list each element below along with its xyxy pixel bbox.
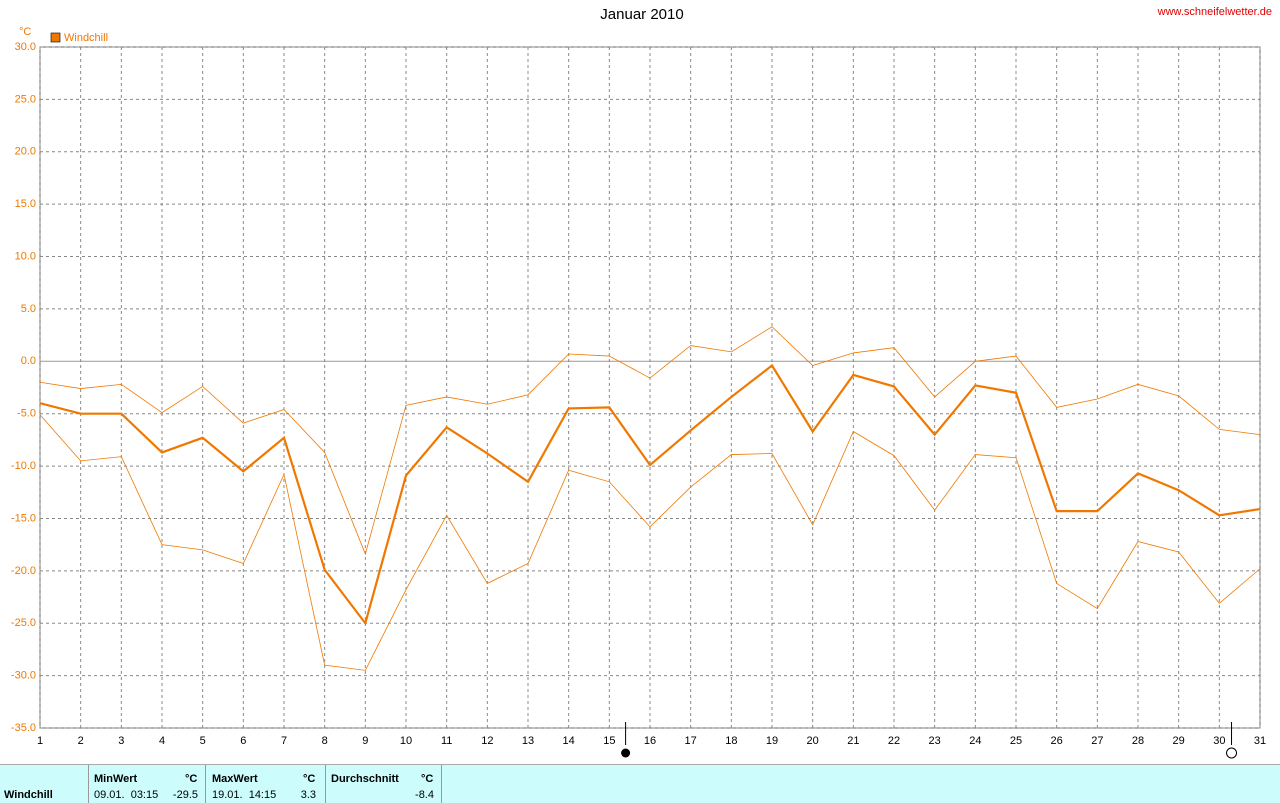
y-tick-label: 0.0	[21, 355, 36, 367]
y-tick-label: -15.0	[11, 512, 36, 524]
y-tick-label: 20.0	[15, 146, 36, 158]
source: www.schneifelwetter.de	[1157, 6, 1272, 18]
x-tick-label: 8	[322, 735, 328, 747]
unit: °C	[185, 773, 198, 785]
header: Durchschnitt	[331, 773, 399, 785]
full-moon	[1226, 747, 1238, 759]
x-tick-label: 5	[200, 735, 206, 747]
new-moon	[621, 748, 631, 758]
x-tick-label: 20	[807, 735, 819, 747]
legend-label: Windchill	[64, 32, 108, 44]
series-line	[39, 326, 1261, 556]
x-tick-label: 13	[522, 735, 534, 747]
x-tick-label: 17	[685, 735, 697, 747]
x-tick-label: 14	[563, 735, 575, 747]
unit: °C	[421, 773, 434, 785]
row-label: Windchill	[4, 789, 53, 801]
time: 09.01. 03:15	[94, 789, 159, 801]
separator	[88, 765, 89, 803]
y-unit: °C	[19, 26, 31, 38]
separator	[441, 765, 442, 803]
x-tick-label: 19	[766, 735, 778, 747]
x-tick-label: 15	[603, 735, 615, 747]
y-tick-label: -35.0	[11, 722, 36, 734]
x-tick-label: 7	[281, 735, 287, 747]
y-tick-label: 10.0	[15, 250, 36, 262]
x-tick-label: 4	[159, 735, 165, 747]
value: -8.4	[415, 789, 434, 801]
x-tick-label: 28	[1132, 735, 1144, 747]
unit: °C	[303, 773, 316, 785]
x-tick-label: 12	[481, 735, 493, 747]
x-tick-label: 10	[400, 735, 412, 747]
y-tick-label: -25.0	[11, 617, 36, 629]
x-tick-label: 24	[969, 735, 981, 747]
x-tick-label: 29	[1173, 735, 1185, 747]
value: 3.3	[300, 789, 316, 801]
y-tick-label: 25.0	[15, 93, 36, 105]
x-tick-label: 16	[644, 735, 656, 747]
y-tick-label: 5.0	[21, 303, 36, 315]
y-tick-label: -30.0	[11, 670, 36, 682]
x-tick-label: 22	[888, 735, 900, 747]
y-tick-label: -5.0	[17, 408, 36, 420]
x-tick-label: 31	[1254, 735, 1266, 747]
time: 19.01. 14:15	[212, 789, 277, 801]
x-tick-label: 1	[37, 735, 43, 747]
y-tick-label: 30.0	[15, 41, 36, 53]
series-line	[39, 414, 1261, 671]
x-tick-label: 26	[1051, 735, 1063, 747]
x-tick-label: 30	[1213, 735, 1225, 747]
separator	[325, 765, 326, 803]
value: -29.5	[172, 789, 198, 801]
x-tick-label: 21	[847, 735, 859, 747]
x-tick-label: 2	[78, 735, 84, 747]
stats-table: Windchill MinWert °C 09.01. 03:15 -29.5 …	[0, 764, 1280, 803]
y-tick-label: -20.0	[11, 565, 36, 577]
x-tick-label: 18	[725, 735, 737, 747]
legend-swatch	[50, 32, 61, 43]
x-tick-label: 6	[240, 735, 246, 747]
series-line	[39, 363, 1261, 626]
x-tick-label: 9	[362, 735, 368, 747]
chart-title: Januar 2010	[600, 6, 683, 23]
x-tick-label: 11	[441, 735, 452, 747]
header: MinWert	[94, 773, 138, 785]
separator	[205, 765, 206, 803]
chart: Januar 2010 www.schneifelwetter.de °C -3…	[11, 6, 1272, 759]
x-tick-label: 23	[929, 735, 941, 747]
x-tick-label: 27	[1091, 735, 1103, 747]
y-tick-label: 15.0	[15, 198, 36, 210]
header: MaxWert	[212, 773, 258, 785]
y-tick-label: -10.0	[11, 460, 36, 472]
x-tick-label: 25	[1010, 735, 1022, 747]
x-tick-label: 3	[118, 735, 124, 747]
